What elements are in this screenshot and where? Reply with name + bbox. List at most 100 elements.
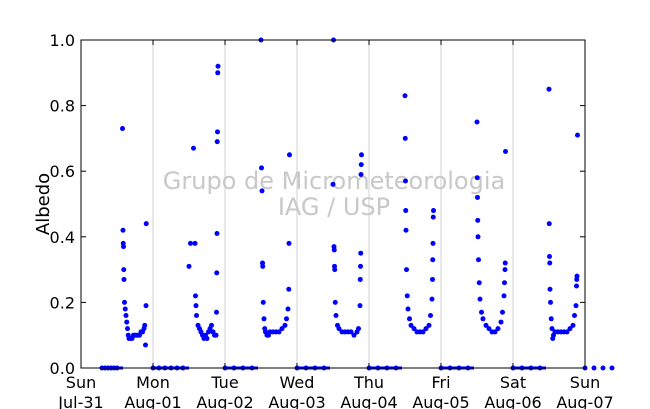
data-point [204, 335, 210, 341]
data-point [420, 329, 426, 335]
data-point [430, 214, 436, 220]
x-tick-day: Sun [570, 373, 600, 392]
data-point [276, 329, 282, 335]
data-point [194, 313, 199, 319]
data-point [564, 329, 570, 335]
data-point [358, 250, 364, 256]
data-point [279, 326, 285, 332]
data-point [121, 276, 127, 282]
data-point [430, 240, 436, 246]
x-tick-day: Mon [136, 373, 170, 392]
data-point [600, 365, 606, 371]
data-point [403, 178, 408, 184]
data-point [122, 306, 128, 312]
data-point [348, 329, 354, 335]
data-point [547, 260, 553, 266]
data-point [495, 326, 501, 332]
data-point [358, 263, 363, 269]
vertical-gridlines [152, 40, 514, 368]
data-point [260, 299, 266, 305]
x-tick-date: Aug-04 [340, 393, 397, 409]
data-point [282, 322, 288, 328]
x-tick-date: Aug-02 [196, 393, 253, 409]
x-tick-day: Sun [66, 373, 96, 392]
data-point [287, 152, 292, 158]
data-point [215, 63, 221, 69]
data-point [259, 188, 265, 194]
data-point [193, 293, 198, 299]
data-point [501, 293, 507, 299]
y-axis-ticks: 0.0 0.2 0.4 0.6 0.8 1.0 [50, 31, 585, 378]
data-point [209, 322, 214, 328]
data-point [431, 208, 436, 214]
y-tick-label: 0.2 [50, 293, 75, 312]
data-point [215, 129, 220, 135]
data-point [411, 326, 417, 332]
x-tick-day: Wed [280, 373, 315, 392]
data-point [426, 322, 432, 328]
data-point [330, 181, 336, 187]
data-point [477, 296, 483, 302]
data-point [359, 152, 364, 158]
data-point [498, 319, 504, 325]
data-point [486, 326, 492, 332]
x-tick-date: Aug-01 [124, 393, 181, 409]
data-point [404, 267, 409, 273]
data-point [192, 240, 198, 246]
data-point [547, 286, 553, 292]
data-point [404, 293, 410, 299]
x-tick-date: Aug-03 [268, 393, 325, 409]
data-point [408, 322, 414, 328]
data-point [402, 135, 408, 141]
data-point [332, 267, 338, 273]
data-point [357, 276, 363, 282]
data-point [575, 132, 580, 138]
data-point [332, 299, 338, 305]
data-point [122, 299, 127, 305]
x-tick-date: Aug-05 [412, 393, 469, 409]
data-point [430, 276, 435, 282]
data-point [125, 326, 130, 332]
data-point [567, 326, 573, 332]
x-tick-day: Sat [500, 373, 526, 392]
data-point [186, 263, 192, 269]
data-point [573, 303, 579, 309]
y-tick-label: 0.6 [50, 162, 75, 181]
data-point [476, 257, 481, 263]
data-point [403, 208, 409, 214]
data-point [215, 70, 221, 76]
data-point [286, 286, 292, 292]
data-point [214, 231, 220, 237]
data-point [143, 221, 149, 227]
y-tick-label: 0.4 [50, 228, 75, 247]
x-tick-date: Aug-07 [556, 393, 613, 409]
watermark-line-1: Grupo de Micrometeorologia [163, 167, 505, 195]
data-point [284, 316, 289, 322]
y-tick-label: 0.0 [50, 359, 75, 378]
data-point [483, 322, 489, 328]
data-point [480, 316, 486, 322]
data-point [403, 227, 409, 233]
data-point [285, 306, 291, 312]
x-tick-day: Thu [353, 373, 384, 392]
data-point [430, 257, 436, 263]
data-point [475, 217, 481, 223]
data-point [547, 253, 552, 259]
data-point [572, 313, 577, 319]
data-point [548, 316, 554, 322]
data-point [188, 240, 193, 246]
y-axis-title: Albedo [33, 173, 54, 235]
data-point [193, 303, 199, 309]
data-point [213, 332, 219, 338]
data-point [121, 244, 126, 250]
data-point [259, 165, 264, 171]
data-point [120, 126, 125, 132]
data-point [503, 149, 508, 155]
data-point [124, 319, 130, 325]
data-point [120, 227, 126, 233]
data-point [333, 313, 339, 319]
y-tick-label: 0.8 [50, 97, 75, 116]
data-point [214, 139, 220, 145]
data-point [214, 270, 220, 276]
data-point [121, 267, 127, 273]
